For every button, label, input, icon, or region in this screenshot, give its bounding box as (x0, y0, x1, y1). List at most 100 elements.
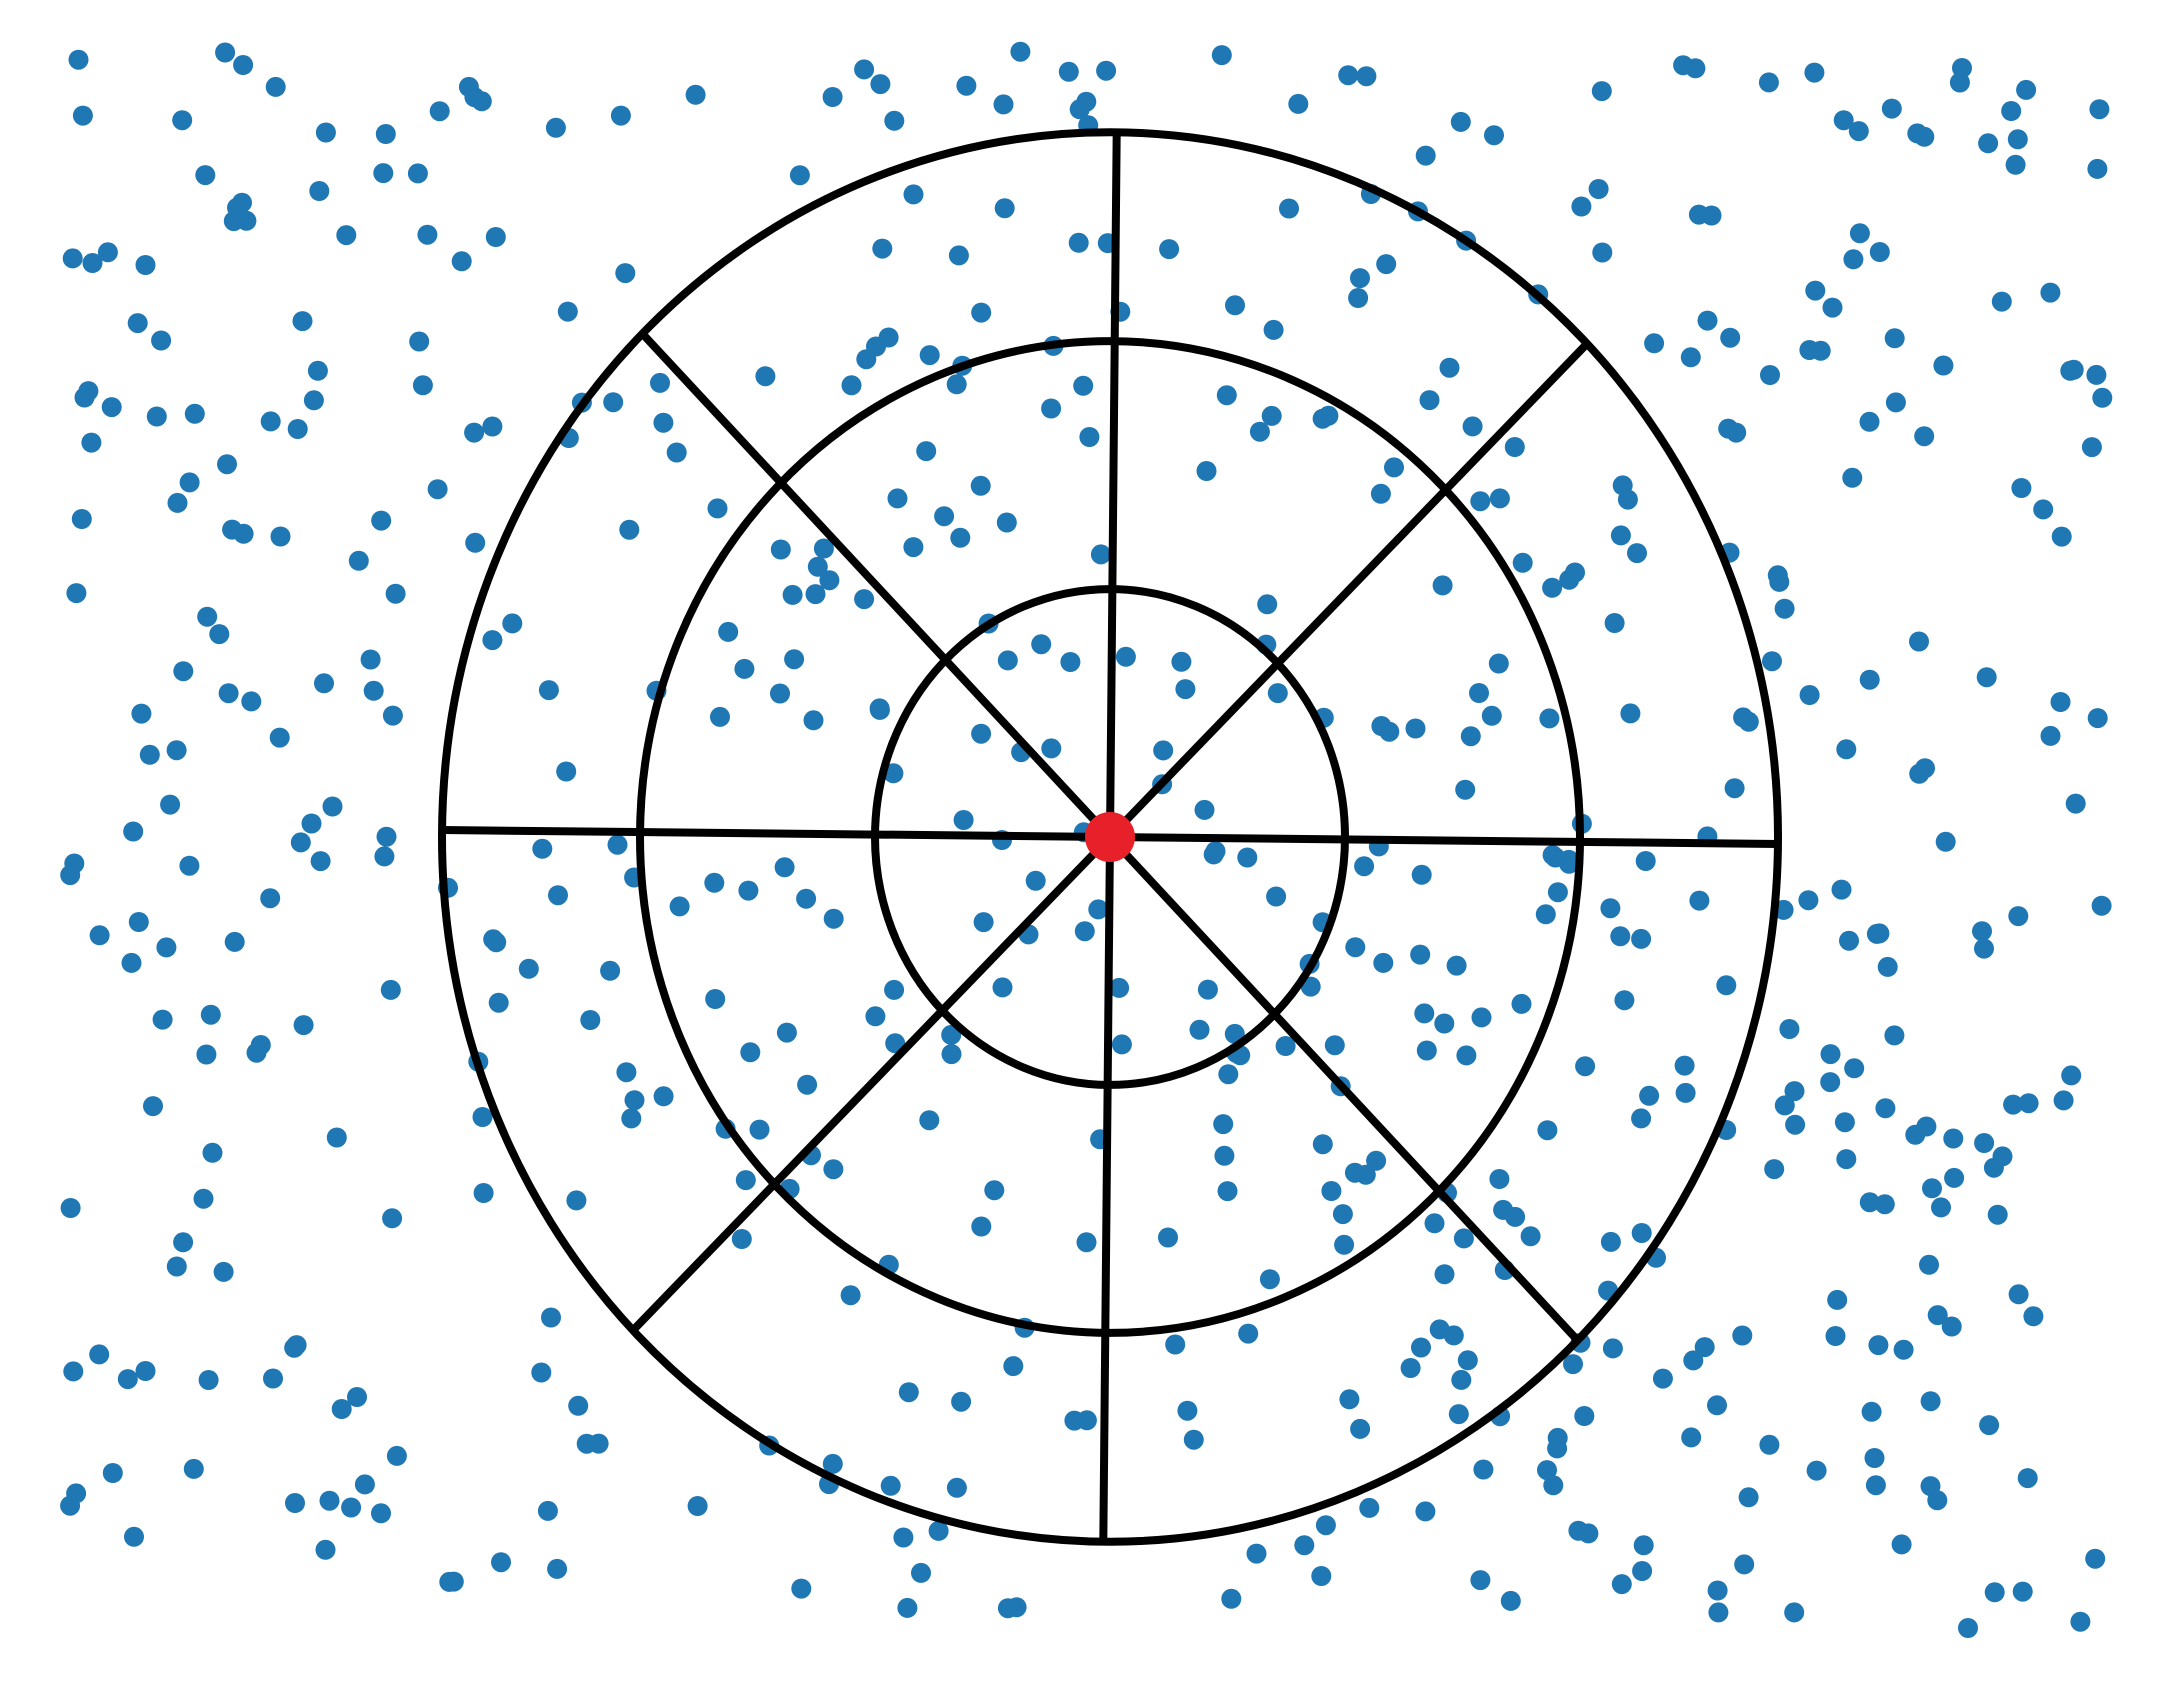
scatter-point (198, 1370, 219, 1390)
scatter-point (1267, 683, 1288, 704)
scatter-point (1604, 613, 1625, 633)
scatter-point (66, 583, 87, 604)
scatter-point (1455, 779, 1476, 800)
scatter-point (1249, 421, 1270, 442)
scatter-point (616, 1062, 637, 1083)
scatter-point (1614, 990, 1635, 1011)
scatter-point (1415, 145, 1436, 166)
scatter-point (66, 1483, 87, 1504)
scatter-point (1537, 1120, 1558, 1141)
scatter-point (152, 1009, 173, 1030)
scatter-point (1432, 575, 1453, 596)
scatter-point (734, 658, 755, 679)
scatter-point (101, 397, 122, 418)
scatter-point (2007, 129, 2028, 150)
scatter-point (1196, 461, 1217, 481)
scatter-point (1473, 1459, 1494, 1480)
scatter-point (1919, 1254, 1939, 1275)
scatter-point (1804, 62, 1825, 83)
scatter-point (704, 872, 725, 893)
ring-2 (636, 337, 1584, 1337)
scatter-point (997, 1598, 1018, 1619)
scatter-point (347, 1387, 367, 1407)
scatter-point (1324, 1035, 1345, 1056)
scatter-point (903, 184, 924, 205)
scatter-point (1644, 333, 1665, 354)
scatter-point (322, 796, 343, 817)
scatter-point (241, 691, 262, 712)
scatter-point (1734, 1554, 1755, 1575)
scatter-point (2005, 154, 2026, 175)
scatter-point (1877, 956, 1898, 977)
scatter-point (326, 1127, 347, 1148)
scatter-point (588, 1433, 609, 1454)
scatter-point (1384, 457, 1404, 478)
scatter-point (1680, 347, 1701, 368)
scatter-point (621, 1108, 642, 1129)
scatter-point (705, 989, 726, 1009)
scatter-point (1759, 1434, 1780, 1455)
scatter-point (707, 498, 728, 519)
scatter-point (1859, 669, 1880, 690)
scatter-point (1907, 123, 1928, 144)
scatter-point (1539, 708, 1560, 729)
scatter-point (292, 311, 313, 332)
scatter-point (1218, 1064, 1239, 1085)
scatter-point (1542, 845, 1563, 866)
scatter-point (1639, 1085, 1660, 1106)
scatter-point (1701, 205, 1722, 226)
scatter-point (1500, 1590, 1521, 1611)
scatter-point (307, 360, 328, 381)
scatter-point (1512, 552, 1533, 573)
scatter-point (1825, 1326, 1846, 1346)
scatter-point (78, 381, 99, 402)
scatter-point (1246, 1543, 1267, 1564)
scatter-point (789, 165, 810, 186)
scatter-point (2040, 725, 2061, 746)
scatter-point (1457, 1350, 1478, 1371)
scatter-point (893, 1527, 914, 1548)
scatter-point (1631, 1223, 1652, 1243)
scatter-point (1591, 81, 1612, 102)
scatter-point (331, 1399, 352, 1419)
scatter-point (1632, 1561, 1653, 1581)
scatter-point (1350, 268, 1370, 289)
scatter-point (1275, 1036, 1296, 1056)
scatter-point (1836, 739, 1857, 760)
scatter-point (911, 1562, 931, 1583)
scatter-point (2061, 1065, 2082, 1086)
scatter-point (615, 263, 636, 284)
scatter-point (193, 1188, 214, 1209)
scatter-point (2011, 478, 2032, 498)
scatter-point (1689, 890, 1710, 911)
scatter-point (473, 1183, 494, 1203)
scatter-point (1836, 1149, 1857, 1170)
scatter-point (557, 301, 578, 322)
scatter-point (1805, 280, 1826, 301)
scatter-point (196, 1044, 217, 1065)
scatter-point (1875, 1098, 1896, 1119)
scatter-point (854, 59, 875, 80)
scatter-point (1158, 1227, 1178, 1248)
scatter-point (89, 925, 110, 946)
scatter-point (603, 392, 624, 413)
scatter-point (2081, 437, 2102, 458)
scatter-point (1983, 1157, 2004, 1178)
scatter-point (2008, 1284, 2029, 1305)
scatter-point (1481, 705, 1502, 726)
scatter-point (1115, 646, 1136, 667)
scatter-point (263, 1368, 283, 1389)
scatter-point (941, 1024, 962, 1045)
scatter-point (1935, 831, 1956, 852)
scatter-point (1831, 879, 1852, 900)
scatter-point (269, 727, 290, 748)
scatter-point (1339, 1389, 1360, 1410)
scatter-point (669, 896, 690, 917)
scatter-point (953, 810, 974, 830)
scatter-point (166, 740, 187, 761)
scatter-point (1257, 594, 1278, 615)
scatter-point (1197, 979, 1218, 1000)
scatter-point (1405, 718, 1426, 739)
scatter-point (755, 366, 776, 387)
